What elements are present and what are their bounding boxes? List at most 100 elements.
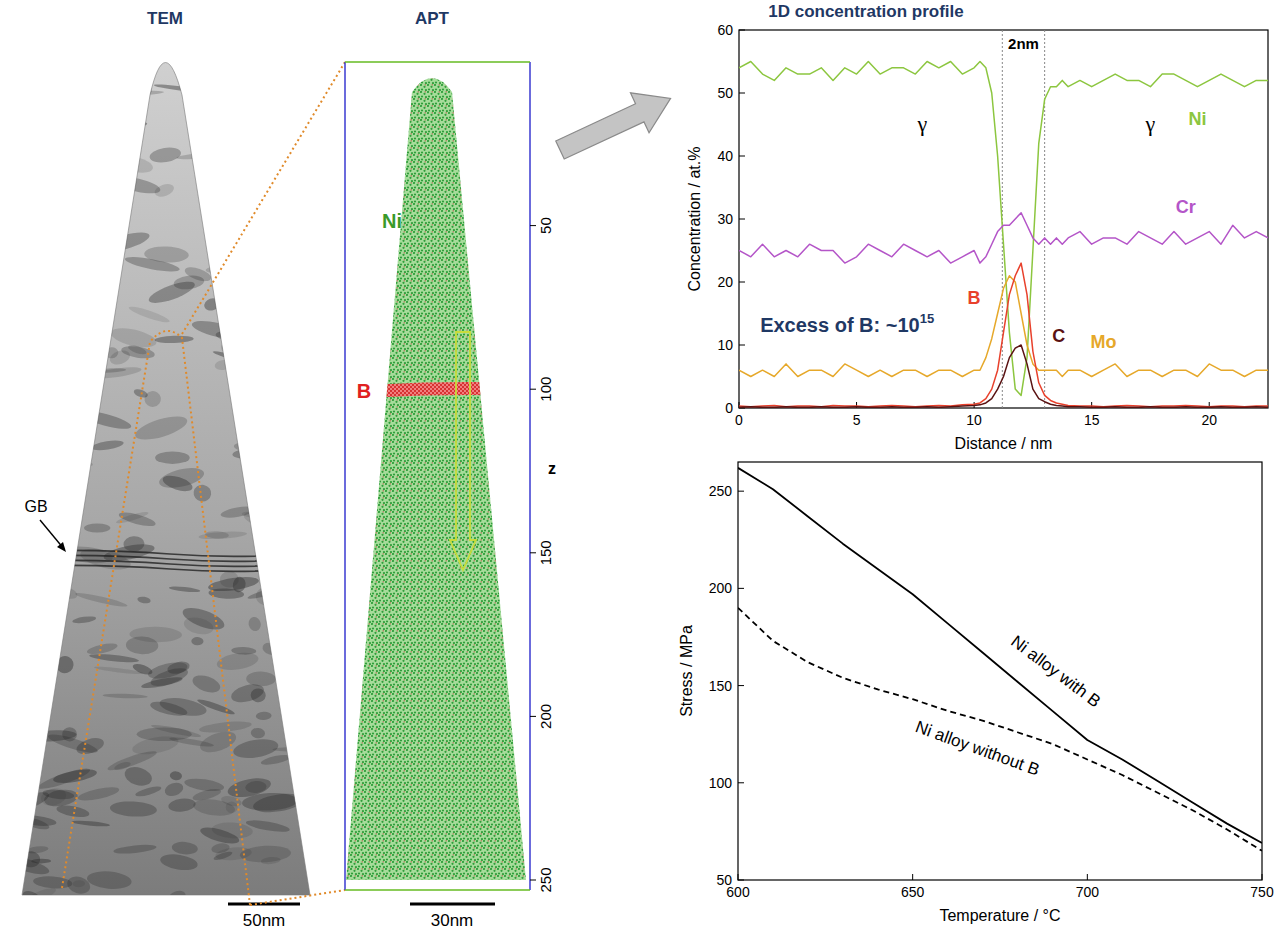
tem-contrast xyxy=(192,484,212,503)
tem-contrast xyxy=(250,260,302,286)
z-tick xyxy=(530,225,536,226)
tem-contrast xyxy=(226,775,273,801)
x-tick-label: 5 xyxy=(853,412,861,428)
tem-contrast xyxy=(31,119,65,143)
tem-contrast xyxy=(51,86,68,97)
tem-contrast xyxy=(123,536,145,553)
tem-contrast xyxy=(220,336,255,357)
plot-area xyxy=(738,468,1262,851)
tem-contrast xyxy=(94,665,144,675)
tem-contrast xyxy=(143,390,161,408)
tem-contrast xyxy=(240,418,295,436)
z-tick-label: 150 xyxy=(537,540,554,565)
tem-contrast xyxy=(23,612,56,625)
tem-contrast xyxy=(110,800,158,817)
series-label: Ni alloy with B xyxy=(1007,632,1104,711)
tem-contrast xyxy=(286,729,326,749)
annotation: Excess of B: ~1015 xyxy=(760,311,934,336)
tem-contrast xyxy=(64,261,105,280)
tem-contrast xyxy=(30,196,54,209)
tem-contrast xyxy=(128,304,171,325)
y-tick-label: 20 xyxy=(717,274,733,290)
tem-contrast xyxy=(199,719,253,734)
tem-contrast xyxy=(7,212,47,236)
x-tick-label: 0 xyxy=(735,412,743,428)
zoom-line xyxy=(250,890,345,905)
tem-contrast xyxy=(284,564,305,572)
tem-contrast xyxy=(153,182,176,199)
annotation: γ xyxy=(917,111,928,136)
x-tick-label: 10 xyxy=(966,412,982,428)
tem-contrast xyxy=(247,616,262,633)
tem-contrast xyxy=(275,56,300,63)
tem-contrast xyxy=(45,581,79,602)
tem-contrast xyxy=(220,504,256,519)
tem-contrast xyxy=(9,52,54,79)
tem-contrast xyxy=(33,875,73,890)
plot-area xyxy=(739,30,1268,408)
annotation: 2nm xyxy=(1008,35,1039,52)
tem-contrast xyxy=(59,62,102,88)
tem-contrast xyxy=(242,507,296,533)
apt-volume-outline xyxy=(62,331,250,905)
z-tick-label: 200 xyxy=(537,704,554,729)
gb-arrowhead xyxy=(57,542,66,552)
annotation-superscript: 15 xyxy=(920,311,934,326)
tem-contrast xyxy=(216,650,260,672)
y-tick xyxy=(739,156,745,157)
y-tick xyxy=(738,782,744,783)
grain-boundary-fringe xyxy=(0,555,330,561)
tem-contrast xyxy=(149,145,182,164)
series-label: Mo xyxy=(1090,332,1116,352)
tem-contrast xyxy=(118,154,154,176)
annotation: γ xyxy=(1145,111,1156,136)
tem-contrast xyxy=(113,174,162,197)
tem-contrast xyxy=(74,221,106,233)
background xyxy=(0,0,1286,938)
tem-contrast xyxy=(68,112,123,136)
element-label: Ni xyxy=(382,210,402,232)
scale-bar-label: 30nm xyxy=(431,911,474,930)
tem-contrast xyxy=(266,118,312,140)
tem-contrast xyxy=(126,636,159,655)
y-tick xyxy=(738,685,744,686)
series-line xyxy=(739,276,1268,377)
tem-contrast xyxy=(17,473,50,485)
tem-panel: TEMGB50nm xyxy=(0,9,345,930)
tem-contrast xyxy=(215,329,261,344)
tem-contrast xyxy=(48,430,89,441)
x-tick-label: 20 xyxy=(1201,412,1217,428)
tem-contrast xyxy=(150,723,201,739)
tem-contrast xyxy=(78,461,93,467)
tem-contrast xyxy=(126,90,164,96)
y-tick-label: 0 xyxy=(725,400,733,416)
tem-contrast xyxy=(244,262,293,277)
tem-contrast xyxy=(238,353,273,364)
tem-contrast xyxy=(133,412,190,445)
tem-contrast xyxy=(226,801,238,813)
gb-label: GB xyxy=(24,498,47,515)
chart-1: 60065070075050100150200250Temperature / … xyxy=(678,462,1274,924)
tem-contrast xyxy=(19,222,40,237)
tem-contrast xyxy=(53,488,83,498)
tem-contrast xyxy=(272,251,326,270)
tem-contrast xyxy=(73,376,91,388)
x-tick-label: 700 xyxy=(1076,884,1100,900)
tem-contrast xyxy=(77,785,120,804)
tem-contrast xyxy=(245,780,267,794)
z-tick xyxy=(530,880,536,881)
tem-contrast xyxy=(89,653,139,664)
tem-contrast xyxy=(113,843,157,855)
apt-frame xyxy=(344,62,346,890)
series-line xyxy=(739,345,1268,407)
tem-contrast xyxy=(191,637,203,646)
grain-boundary-fringe xyxy=(0,560,330,566)
tem-contrast xyxy=(63,158,95,166)
y-tick xyxy=(739,219,745,220)
apt-frame xyxy=(345,61,530,63)
y-axis-title: Concentration / at.% xyxy=(686,147,703,292)
tem-contrast xyxy=(97,368,126,374)
tem-contrast xyxy=(268,175,298,188)
tem-contrast xyxy=(144,246,189,264)
z-tick-label: 50 xyxy=(537,217,554,234)
